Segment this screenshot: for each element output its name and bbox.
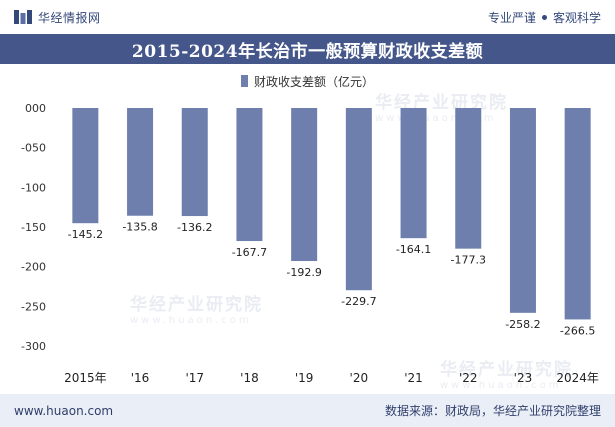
- top-header: 华经情报网 专业严谨 客观科学: [0, 0, 615, 34]
- legend: 财政收支差额（亿元）: [0, 72, 615, 90]
- x-tick-label: '17: [185, 371, 204, 385]
- footer-source: 数据来源：财政局，华经产业研究院整理: [384, 404, 601, 418]
- bar-chart: 000 -050 -100 -150 -200 -250 -300 -145.2 2015年 -1…: [21, 102, 599, 385]
- data-label: -136.2: [177, 221, 212, 234]
- watermark-url: www.huaon.com: [130, 315, 252, 326]
- data-label: -258.2: [505, 318, 540, 331]
- tagline-right: 客观科学: [552, 10, 601, 25]
- chart-title: 2015-2024年长治市一般预算财政收支差额: [0, 34, 615, 64]
- bullet-dot-icon: [541, 14, 547, 20]
- x-tick-label: '19: [295, 371, 314, 385]
- data-label: -177.3: [451, 254, 486, 267]
- data-label: -145.2: [68, 228, 103, 241]
- bar: [291, 108, 318, 262]
- watermark-text: 华经产业研究院: [130, 295, 263, 315]
- data-label: -229.7: [341, 295, 376, 308]
- x-tick-label: '18: [240, 371, 259, 385]
- data-label: -135.8: [122, 221, 157, 234]
- bar: [181, 108, 208, 217]
- y-tick-label: -200: [21, 261, 46, 274]
- y-tick-label: -150: [21, 221, 46, 234]
- bar: [509, 108, 536, 313]
- watermark-3: 华经产业研究院 www.huaon.com: [440, 355, 573, 391]
- legend-swatch: [240, 75, 248, 87]
- data-label: -192.9: [286, 266, 321, 279]
- x-tick-label: '22: [459, 371, 478, 385]
- x-tick-label: 2024年: [556, 371, 599, 385]
- brand-name: 华经情报网: [38, 10, 101, 25]
- watermark-url: www.huaon.com: [375, 113, 497, 124]
- x-tick-label: 2015年: [64, 371, 107, 385]
- bar: [345, 108, 372, 291]
- legend-label: 财政收支差额（亿元）: [253, 74, 374, 89]
- x-tick-label: '21: [404, 371, 423, 385]
- bar: [455, 108, 482, 249]
- y-tick-label: -300: [21, 340, 46, 353]
- bar: [127, 108, 154, 216]
- watermark-text: 华经产业研究院: [440, 360, 573, 380]
- bar: [564, 108, 591, 320]
- footer-url: www.huaon.com: [14, 403, 114, 418]
- y-tick-label: 000: [25, 102, 46, 115]
- bar: [72, 108, 99, 224]
- y-tick-label: -100: [21, 181, 46, 194]
- x-tick-label: '23: [514, 371, 533, 385]
- footer: www.huaon.com 数据来源：财政局，华经产业研究院整理: [0, 394, 615, 427]
- x-tick-label: '16: [131, 371, 150, 385]
- brand: 华经情报网: [14, 9, 101, 26]
- brand-logo-icon: [14, 10, 32, 24]
- tagline-left: 专业严谨: [487, 10, 536, 25]
- bar: [400, 108, 427, 239]
- x-tick-label: '20: [350, 371, 369, 385]
- y-tick-label: -050: [21, 142, 46, 155]
- y-tick-label: -250: [21, 300, 46, 313]
- tagline: 专业严谨 客观科学: [488, 9, 601, 26]
- data-label: -266.5: [560, 324, 595, 337]
- data-label: -167.7: [232, 246, 267, 259]
- watermark-url: www.huaon.com: [440, 380, 562, 391]
- bar: [236, 108, 263, 242]
- data-label: -164.1: [396, 243, 431, 256]
- watermark-2: 华经产业研究院 www.huaon.com: [130, 290, 263, 326]
